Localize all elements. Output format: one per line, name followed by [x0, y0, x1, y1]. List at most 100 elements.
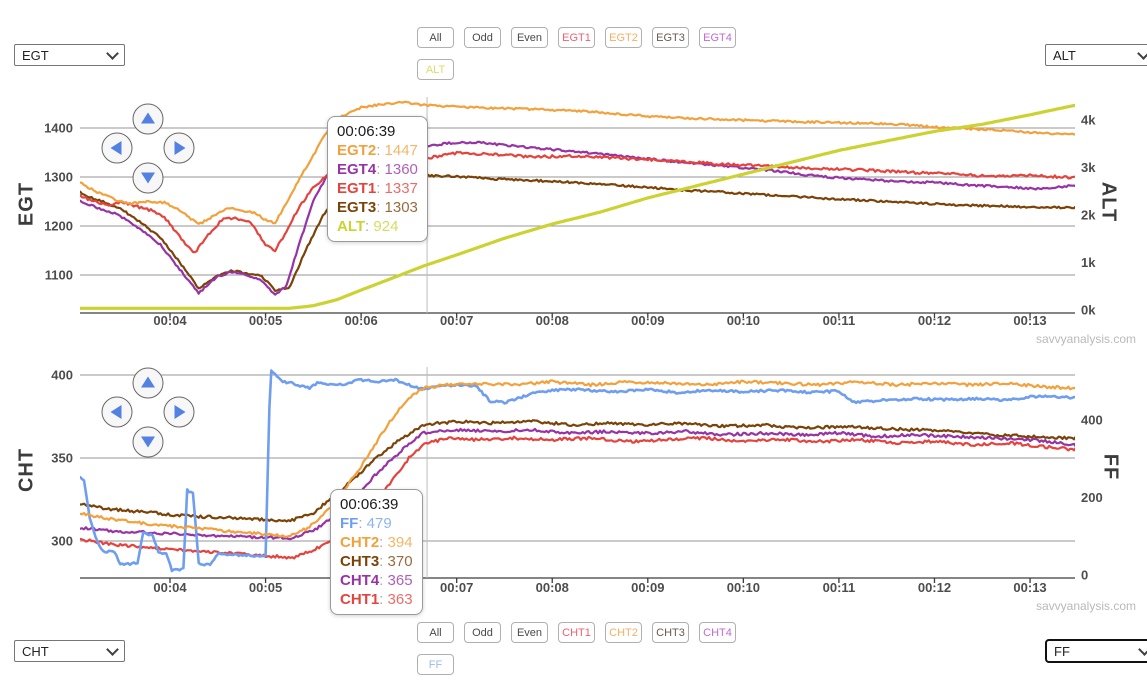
- right-axis-tick-label: 2k: [1081, 208, 1096, 223]
- alt-overlay-select-value: ALT: [1053, 47, 1076, 63]
- series-line-cht2: [80, 379, 1075, 538]
- pan-up-button[interactable]: [132, 103, 164, 135]
- tooltip-row-cht1: CHT1: 363: [340, 591, 413, 608]
- x-axis-tick-label: 00:13: [1013, 313, 1046, 328]
- x-axis-tick-label: 00:11: [823, 313, 856, 328]
- x-axis-tick-label: 00:10: [727, 580, 760, 595]
- left-axis-tick-label: 1100: [45, 268, 73, 283]
- right-axis-tick-label: 0k: [1081, 303, 1096, 318]
- egt-filter-button-row: All Odd Even EGT1 EGT2 EGT3 EGT4: [417, 27, 736, 48]
- ff-axis-title: FF: [1099, 453, 1122, 481]
- pan-right-button[interactable]: [163, 396, 195, 428]
- right-axis-tick-label: 400: [1081, 413, 1103, 428]
- pan-right-button[interactable]: [163, 132, 195, 164]
- cht-button-odd[interactable]: Odd: [464, 622, 501, 643]
- tooltip-row-cht3: CHT3: 370: [340, 553, 413, 570]
- cht-button-cht2[interactable]: CHT2: [605, 622, 642, 643]
- egt-button-egt2[interactable]: EGT2: [605, 27, 642, 48]
- right-axis-tick-label: 3k: [1081, 160, 1096, 175]
- series-line-egt4: [80, 140, 1075, 296]
- alt-overlay-select[interactable]: ALT: [1045, 44, 1147, 66]
- pan-down-button[interactable]: [132, 162, 164, 194]
- x-axis-tick-label: 00:09: [631, 580, 664, 595]
- egt-button-odd[interactable]: Odd: [464, 27, 501, 48]
- egt-button-egt1[interactable]: EGT1: [558, 27, 595, 48]
- series-line-egt1: [80, 150, 1075, 254]
- pan-left-button[interactable]: [101, 132, 133, 164]
- series-line-cht3: [80, 419, 1075, 523]
- series-line-cht1: [80, 435, 1075, 560]
- x-axis-tick-label: 00:13: [1013, 580, 1046, 595]
- watermark-text: savvyanalysis.com: [1035, 599, 1136, 613]
- x-axis-tick-label: 00:12: [918, 313, 951, 328]
- x-axis-tick-label: 00:06: [344, 313, 377, 328]
- left-axis-tick-label: 350: [51, 451, 73, 466]
- tooltip-row-egt3: EGT3: 1303: [337, 199, 418, 216]
- alt-toggle-button-row: ALT: [417, 59, 454, 80]
- left-axis-tick-label: 1200: [44, 219, 73, 234]
- cht-button-ff[interactable]: FF: [417, 654, 454, 675]
- series-line-egt3: [80, 173, 1075, 292]
- series-line-alt: [80, 103, 1075, 310]
- egt-button-even[interactable]: Even: [511, 27, 548, 48]
- ff-overlay-select[interactable]: FF: [1045, 639, 1147, 663]
- cht-pan-pad: [101, 367, 195, 458]
- series-line-cht4: [80, 427, 1075, 541]
- left-axis-tick-label: 400: [51, 368, 73, 383]
- egt-series-select[interactable]: EGT: [14, 44, 125, 66]
- tooltip-time: 00:06:39: [340, 496, 399, 513]
- tooltip-row-alt: ALT: 924: [337, 218, 399, 235]
- cht-chart-plot-area[interactable]: [80, 362, 1075, 578]
- tooltip-row-egt1: EGT1: 1337: [337, 180, 418, 197]
- cht-series-select-value: CHT: [22, 643, 49, 659]
- tooltip-row-egt4: EGT4: 1360: [337, 161, 418, 178]
- right-axis-tick-label: 1k: [1081, 255, 1096, 270]
- x-axis-tick-label: 00:05: [249, 580, 282, 595]
- x-axis-tick-label: 00:04: [153, 313, 187, 328]
- tooltip-time: 00:06:39: [337, 123, 396, 140]
- cht-button-even[interactable]: Even: [511, 622, 548, 643]
- cht-button-all[interactable]: All: [417, 622, 454, 643]
- chevron-down-icon: [1138, 643, 1147, 656]
- chevron-down-icon: [1137, 47, 1147, 60]
- left-axis-tick-label: 300: [51, 534, 73, 549]
- x-axis-tick-label: 00:12: [918, 580, 951, 595]
- x-axis-tick-label: 00:04: [153, 580, 187, 595]
- x-axis-tick-label: 00:05: [249, 313, 282, 328]
- chevron-down-icon: [106, 47, 119, 60]
- egt-pan-pad: [101, 103, 195, 194]
- egt-button-egt3[interactable]: EGT3: [652, 27, 689, 48]
- cht-series-select[interactable]: CHT: [14, 640, 125, 662]
- x-axis-tick-label: 00:08: [536, 580, 569, 595]
- x-axis-tick-label: 00:10: [727, 313, 760, 328]
- alt-axis-title: ALT: [1097, 181, 1120, 223]
- cht-axis-title: CHT: [15, 447, 38, 493]
- pan-up-button[interactable]: [132, 367, 164, 399]
- egt-series-select-value: EGT: [22, 47, 49, 63]
- right-axis-tick-label: 4k: [1081, 113, 1096, 128]
- cht-button-cht4[interactable]: CHT4: [699, 622, 736, 643]
- ff-toggle-button-row: FF: [417, 654, 454, 675]
- x-axis-tick-label: 00:08: [536, 313, 569, 328]
- egt-button-egt4[interactable]: EGT4: [699, 27, 736, 48]
- cht-filter-button-row: All Odd Even CHT1 CHT2 CHT3 CHT4: [417, 622, 736, 643]
- left-axis-tick-label: 1300: [44, 170, 73, 185]
- tooltip-row-egt2: EGT2: 1447: [337, 142, 418, 159]
- series-line-ff: [80, 369, 1075, 573]
- ff-overlay-select-value: FF: [1054, 643, 1070, 659]
- right-axis-tick-label: 200: [1081, 490, 1103, 505]
- x-axis-tick-label: 00:11: [823, 580, 856, 595]
- pan-down-button[interactable]: [132, 426, 164, 458]
- left-axis-tick-label: 1400: [44, 121, 73, 136]
- tooltip-row-cht4: CHT4: 365: [340, 572, 413, 589]
- egt-button-alt[interactable]: ALT: [417, 59, 454, 80]
- egt-button-all[interactable]: All: [417, 27, 454, 48]
- cht-button-cht1[interactable]: CHT1: [558, 622, 595, 643]
- x-axis-tick-label: 00:07: [440, 580, 473, 595]
- watermark-text: savvyanalysis.com: [1035, 332, 1136, 346]
- pan-left-button[interactable]: [101, 396, 133, 428]
- cht-button-cht3[interactable]: CHT3: [652, 622, 689, 643]
